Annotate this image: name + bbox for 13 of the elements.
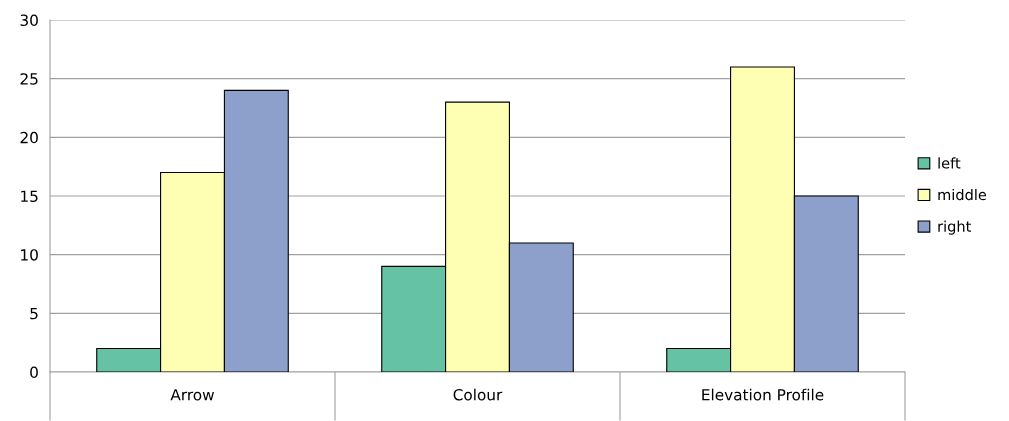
y-tick-label: 0 [30,366,38,379]
x-tick-label: Elevation Profile [702,388,824,401]
legend-label: right [938,220,971,235]
x-tick-label: Colour [453,388,503,401]
y-tick-label: 10 [21,249,38,261]
legend-label: left [938,157,961,169]
y-tick-label: 25 [20,73,38,85]
legend-label: middle [938,188,987,201]
y-tick-label: 15 [21,190,38,203]
y-tick-label: 30 [20,14,38,27]
x-tick-label: Arrow [170,389,214,401]
y-tick-label: 20 [20,131,38,144]
y-tick-label: 5 [30,308,38,320]
